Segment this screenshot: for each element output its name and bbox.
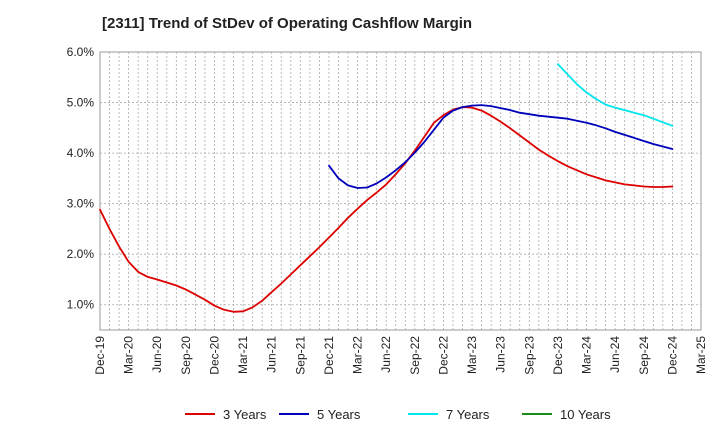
y-tick-label: 2.0%	[67, 247, 95, 261]
x-tick-label: Jun-20	[150, 336, 164, 373]
axis-layer: 1.0% 2.0% 3.0% 4.0% 5.0% 6.0% Dec-19 Mar-20 Jun-…	[67, 45, 708, 375]
legend-item: 5 Years	[279, 407, 361, 422]
legend-item: 10 Years	[522, 407, 611, 422]
legend-label: 10 Years	[560, 407, 611, 422]
chart-title: [2311] Trend of StDev of Operating Cashf…	[102, 15, 473, 32]
x-tick-label: Jun-23	[494, 336, 508, 373]
series-line-3-years	[99, 106, 674, 313]
x-tick-label: Dec-22	[436, 336, 450, 375]
legend: 3 Years 5 Years 7 Years 10 Years	[185, 407, 611, 422]
x-tick-label: Sep-22	[408, 336, 422, 375]
series-line-7-years	[557, 63, 674, 127]
x-tick-label: Mar-25	[694, 336, 708, 374]
x-tick-label: Jun-21	[265, 336, 279, 373]
x-tick-label: Jun-24	[608, 336, 622, 373]
x-tick-label: Sep-21	[293, 336, 307, 375]
x-tick-label: Dec-24	[665, 336, 679, 375]
legend-label: 5 Years	[317, 407, 361, 422]
x-tick-label: Dec-23	[551, 336, 565, 375]
y-tick-label: 1.0%	[67, 298, 95, 312]
x-tick-label: Sep-20	[179, 336, 193, 375]
x-tick-label: Mar-21	[236, 336, 250, 374]
y-tick-label: 4.0%	[67, 146, 95, 160]
y-tick-label: 3.0%	[67, 197, 95, 211]
legend-item: 3 Years	[185, 407, 267, 422]
x-tick-label: Sep-24	[637, 336, 651, 375]
x-tick-label: Dec-20	[207, 336, 221, 375]
legend-label: 3 Years	[223, 407, 267, 422]
series-layer	[99, 63, 674, 313]
y-tick-label: 6.0%	[67, 45, 95, 59]
x-tick-label: Mar-24	[580, 336, 594, 374]
x-tick-label: Sep-23	[522, 336, 536, 375]
x-tick-label: Dec-19	[93, 336, 107, 375]
legend-item: 7 Years	[408, 407, 490, 422]
x-tick-label: Dec-21	[322, 336, 336, 375]
x-tick-label: Mar-20	[122, 336, 136, 374]
x-tick-label: Mar-22	[351, 336, 365, 374]
x-tick-label: Jun-22	[379, 336, 393, 373]
y-tick-label: 5.0%	[67, 96, 95, 110]
series-line-5-years	[328, 104, 674, 189]
x-tick-label: Mar-23	[465, 336, 479, 374]
plot-area	[99, 51, 702, 331]
legend-label: 7 Years	[446, 407, 490, 422]
